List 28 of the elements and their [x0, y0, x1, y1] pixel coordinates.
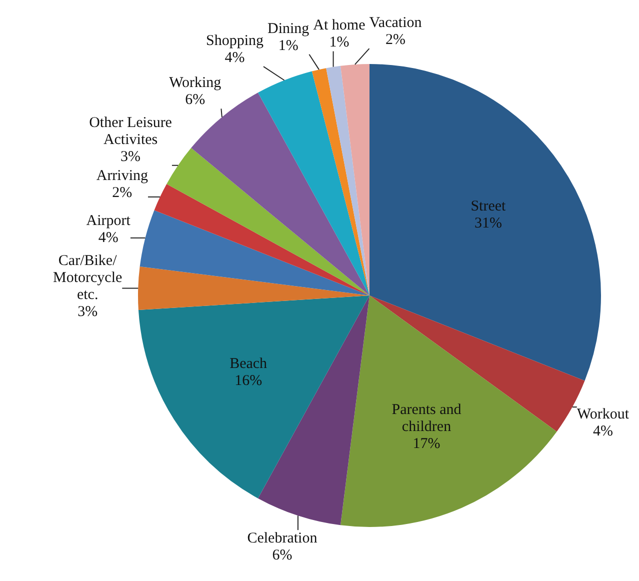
- data-label: 3%: [78, 304, 98, 320]
- slice-label: Airport: [86, 213, 132, 230]
- slice-label: Street: [470, 198, 507, 214]
- slice-label: At home: [313, 18, 366, 34]
- data-label: 6%: [185, 92, 206, 108]
- data-label: 1%: [278, 38, 298, 54]
- data-label: 3%: [120, 149, 141, 166]
- data-label: 17%: [412, 436, 440, 452]
- slice-label: Arriving: [96, 168, 149, 184]
- data-label: 4%: [592, 423, 613, 440]
- data-label: 2%: [385, 32, 406, 48]
- data-label: 31%: [474, 215, 502, 232]
- slice-label: Car/Bike/ Motorcycle etc.: [53, 253, 122, 304]
- data-label: 4%: [98, 230, 118, 246]
- data-label: 16%: [234, 372, 262, 389]
- slice-label: Working: [169, 75, 222, 92]
- data-label: 2%: [112, 185, 132, 202]
- slice-label: Vacation: [369, 14, 422, 31]
- slice-label: Other Leisure Activites: [89, 115, 172, 148]
- data-label: 1%: [329, 34, 350, 51]
- slice-label: Parents and children: [392, 402, 462, 436]
- slice-label: Workout: [576, 406, 630, 422]
- slice-label: Dining: [268, 20, 310, 37]
- slice-label: Celebration: [247, 530, 318, 546]
- data-label: 4%: [224, 50, 245, 66]
- slice-label: Beach: [230, 356, 268, 372]
- slice-label: Shopping: [206, 33, 264, 50]
- data-label: 6%: [272, 547, 292, 564]
